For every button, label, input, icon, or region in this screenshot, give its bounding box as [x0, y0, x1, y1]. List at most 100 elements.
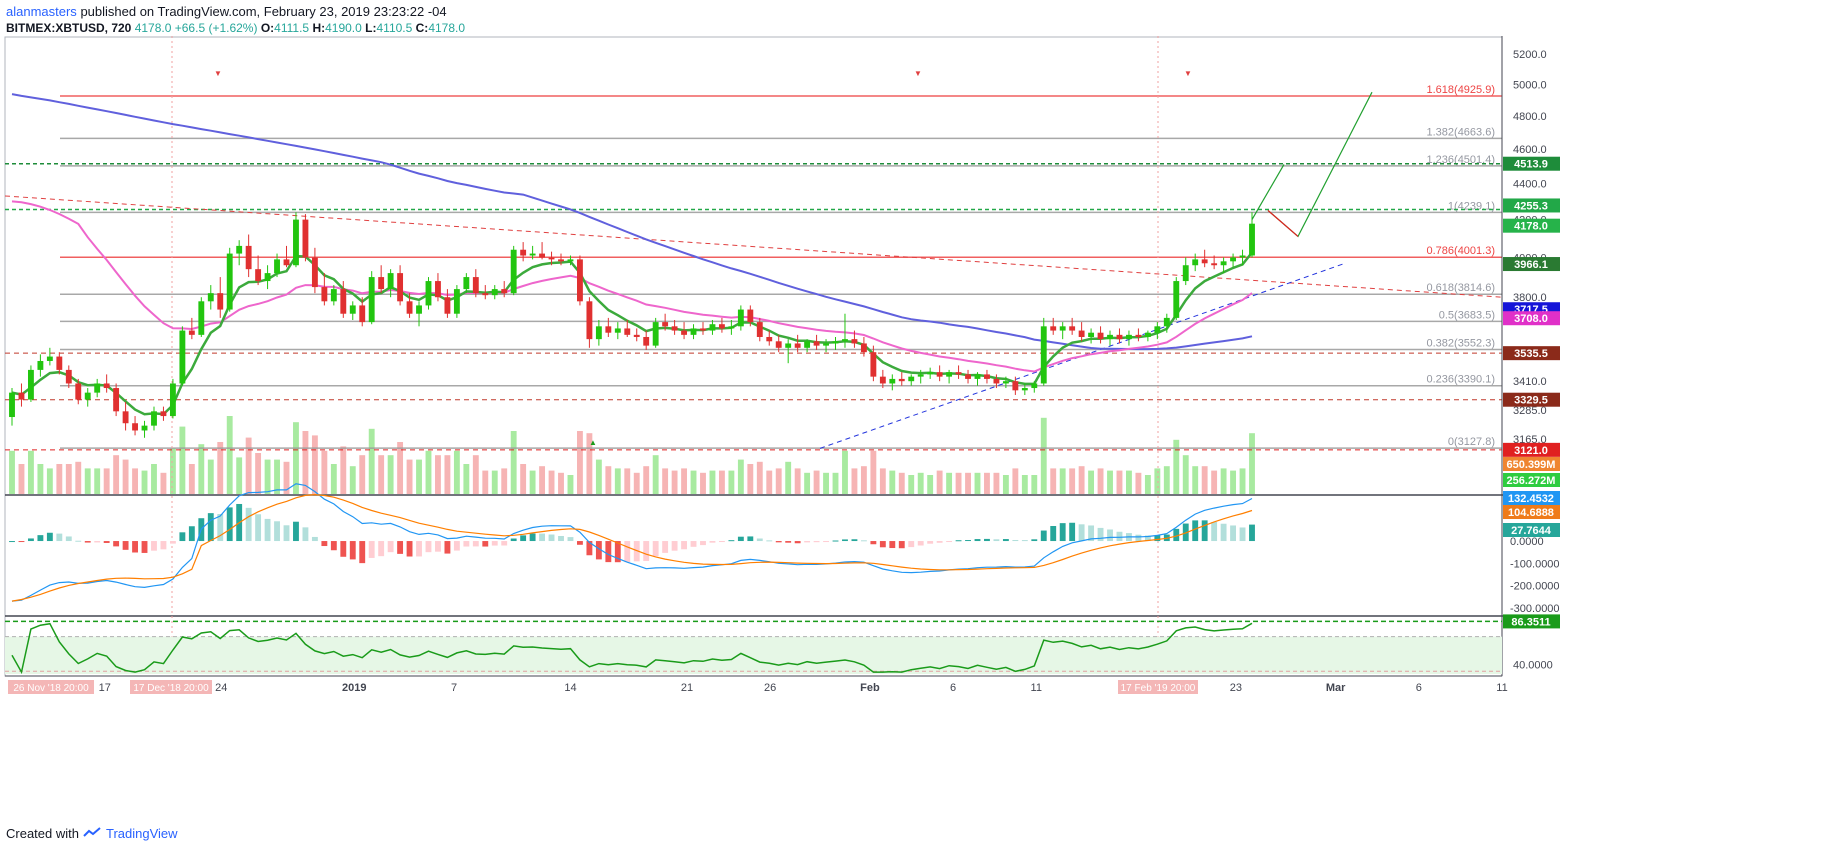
candle-body	[56, 356, 63, 370]
volume-bar	[1069, 468, 1076, 494]
macd-histogram-bar	[1211, 522, 1218, 542]
time-axis-tick: 17	[99, 682, 111, 694]
event-marker-up: ▲	[589, 438, 597, 447]
symbol-label[interactable]: BITMEX:XBTUSD, 720	[6, 21, 132, 35]
macd-histogram-bar	[577, 541, 583, 545]
volume-bar	[302, 431, 309, 494]
price-tag	[1503, 442, 1560, 457]
volume-bar	[898, 472, 905, 494]
macd-histogram-bar	[851, 539, 858, 542]
candle-body	[974, 374, 981, 379]
price-axis-tick: 3800.0	[1513, 292, 1547, 304]
trendline-down	[4, 195, 1503, 298]
candle-body	[908, 376, 915, 382]
volume-bar	[416, 459, 422, 494]
volume-bar	[842, 450, 848, 494]
price-tag	[1503, 198, 1560, 213]
volume-bar	[226, 416, 233, 494]
volume-bar	[65, 464, 72, 494]
macd-histogram-bar	[1040, 530, 1047, 542]
projection-arrow-up	[1251, 164, 1285, 220]
chart-header: alanmasters published on TradingView.com…	[0, 0, 1828, 36]
candle-body	[368, 277, 375, 323]
chart-canvas[interactable]: 1.618(4925.9) 1.382(4663.6) 1.236(4501.4) 1…	[0, 36, 1828, 822]
candle-body	[198, 301, 205, 335]
candle-body	[851, 339, 858, 344]
macd-histogram-bar	[141, 541, 148, 553]
macd-histogram-bar	[614, 541, 621, 563]
price-tag-label: 4178.0	[1514, 221, 1548, 233]
macd-histogram-bar	[1031, 539, 1038, 542]
volume-bar	[889, 470, 896, 494]
volume-bar	[539, 466, 546, 494]
macd-axis-tick: -100.0000	[1510, 558, 1560, 570]
candle-body	[681, 330, 687, 335]
close-label: C:	[415, 21, 429, 35]
volume-bar	[1173, 439, 1180, 494]
candle-body	[321, 287, 328, 302]
candle-body	[671, 326, 678, 331]
macd-histogram-bar	[643, 541, 650, 561]
candle-body	[103, 383, 110, 389]
macd-axis-tick: -300.0000	[1510, 603, 1560, 615]
candle-body	[1031, 383, 1038, 389]
candle-body	[141, 425, 148, 431]
volume-bar	[662, 468, 669, 494]
volume-bar	[510, 431, 517, 494]
candle-body	[453, 289, 460, 314]
macd-histogram-bar	[283, 525, 290, 542]
volume-bar	[217, 442, 224, 494]
macd-histogram-bar	[359, 541, 366, 564]
candle-body	[1230, 257, 1237, 262]
volume-bar	[463, 464, 470, 494]
price-axis-tick: 3285.0	[1513, 405, 1547, 417]
candle-body	[84, 392, 91, 400]
macd-histogram-bar	[179, 532, 186, 542]
candle-body	[75, 383, 82, 400]
macd-histogram-bar	[1002, 539, 1009, 542]
volume-bar	[236, 457, 243, 494]
macd-histogram-bar	[955, 540, 962, 542]
candle-body	[1126, 334, 1132, 340]
volume-bar	[1230, 470, 1237, 494]
volume-bar	[397, 442, 404, 494]
volume-bar	[737, 459, 744, 494]
macd-histogram-bar	[160, 541, 167, 550]
macd-histogram-bar	[728, 540, 735, 542]
volume-bar	[984, 472, 990, 494]
volume-bar	[605, 466, 612, 494]
candle-body	[1069, 326, 1076, 331]
macd-histogram-bar	[908, 541, 915, 548]
time-axis-tick: 11	[1031, 682, 1042, 694]
volume-bar	[1239, 468, 1246, 494]
time-axis-tick: 21	[681, 682, 693, 694]
volume-bar	[491, 470, 498, 494]
volume-bar	[293, 422, 299, 494]
macd-histogram-bar	[681, 541, 687, 550]
volume-bar	[1088, 470, 1095, 494]
volume-bar	[965, 472, 971, 494]
macd-histogram-bar	[747, 536, 754, 542]
candle-body	[927, 372, 934, 375]
tradingview-brand-link[interactable]: TradingView	[106, 826, 178, 841]
price-tag	[1503, 156, 1560, 171]
volume-bar	[103, 468, 110, 494]
candle-body	[690, 328, 697, 335]
macd-histogram-bar	[293, 521, 299, 542]
candle-body	[274, 259, 280, 274]
candle-body	[652, 322, 659, 346]
candle-body	[879, 376, 886, 384]
event-marker-down: ▼	[1184, 69, 1192, 78]
author-link[interactable]: alanmasters	[6, 4, 77, 19]
macd-histogram-bar	[1201, 520, 1208, 542]
macd-tag-label: 132.4532	[1508, 493, 1554, 505]
macd-histogram-bar	[586, 541, 593, 556]
price-tag-label: 3121.0	[1514, 445, 1548, 457]
candle-body	[378, 277, 385, 290]
price-tag-label: 3708.0	[1514, 313, 1548, 325]
candle-body	[217, 293, 224, 310]
candle-body	[311, 257, 318, 288]
macd-histogram-bar	[756, 538, 763, 542]
macd-histogram-bar	[435, 541, 441, 552]
volume-bar	[9, 450, 15, 494]
